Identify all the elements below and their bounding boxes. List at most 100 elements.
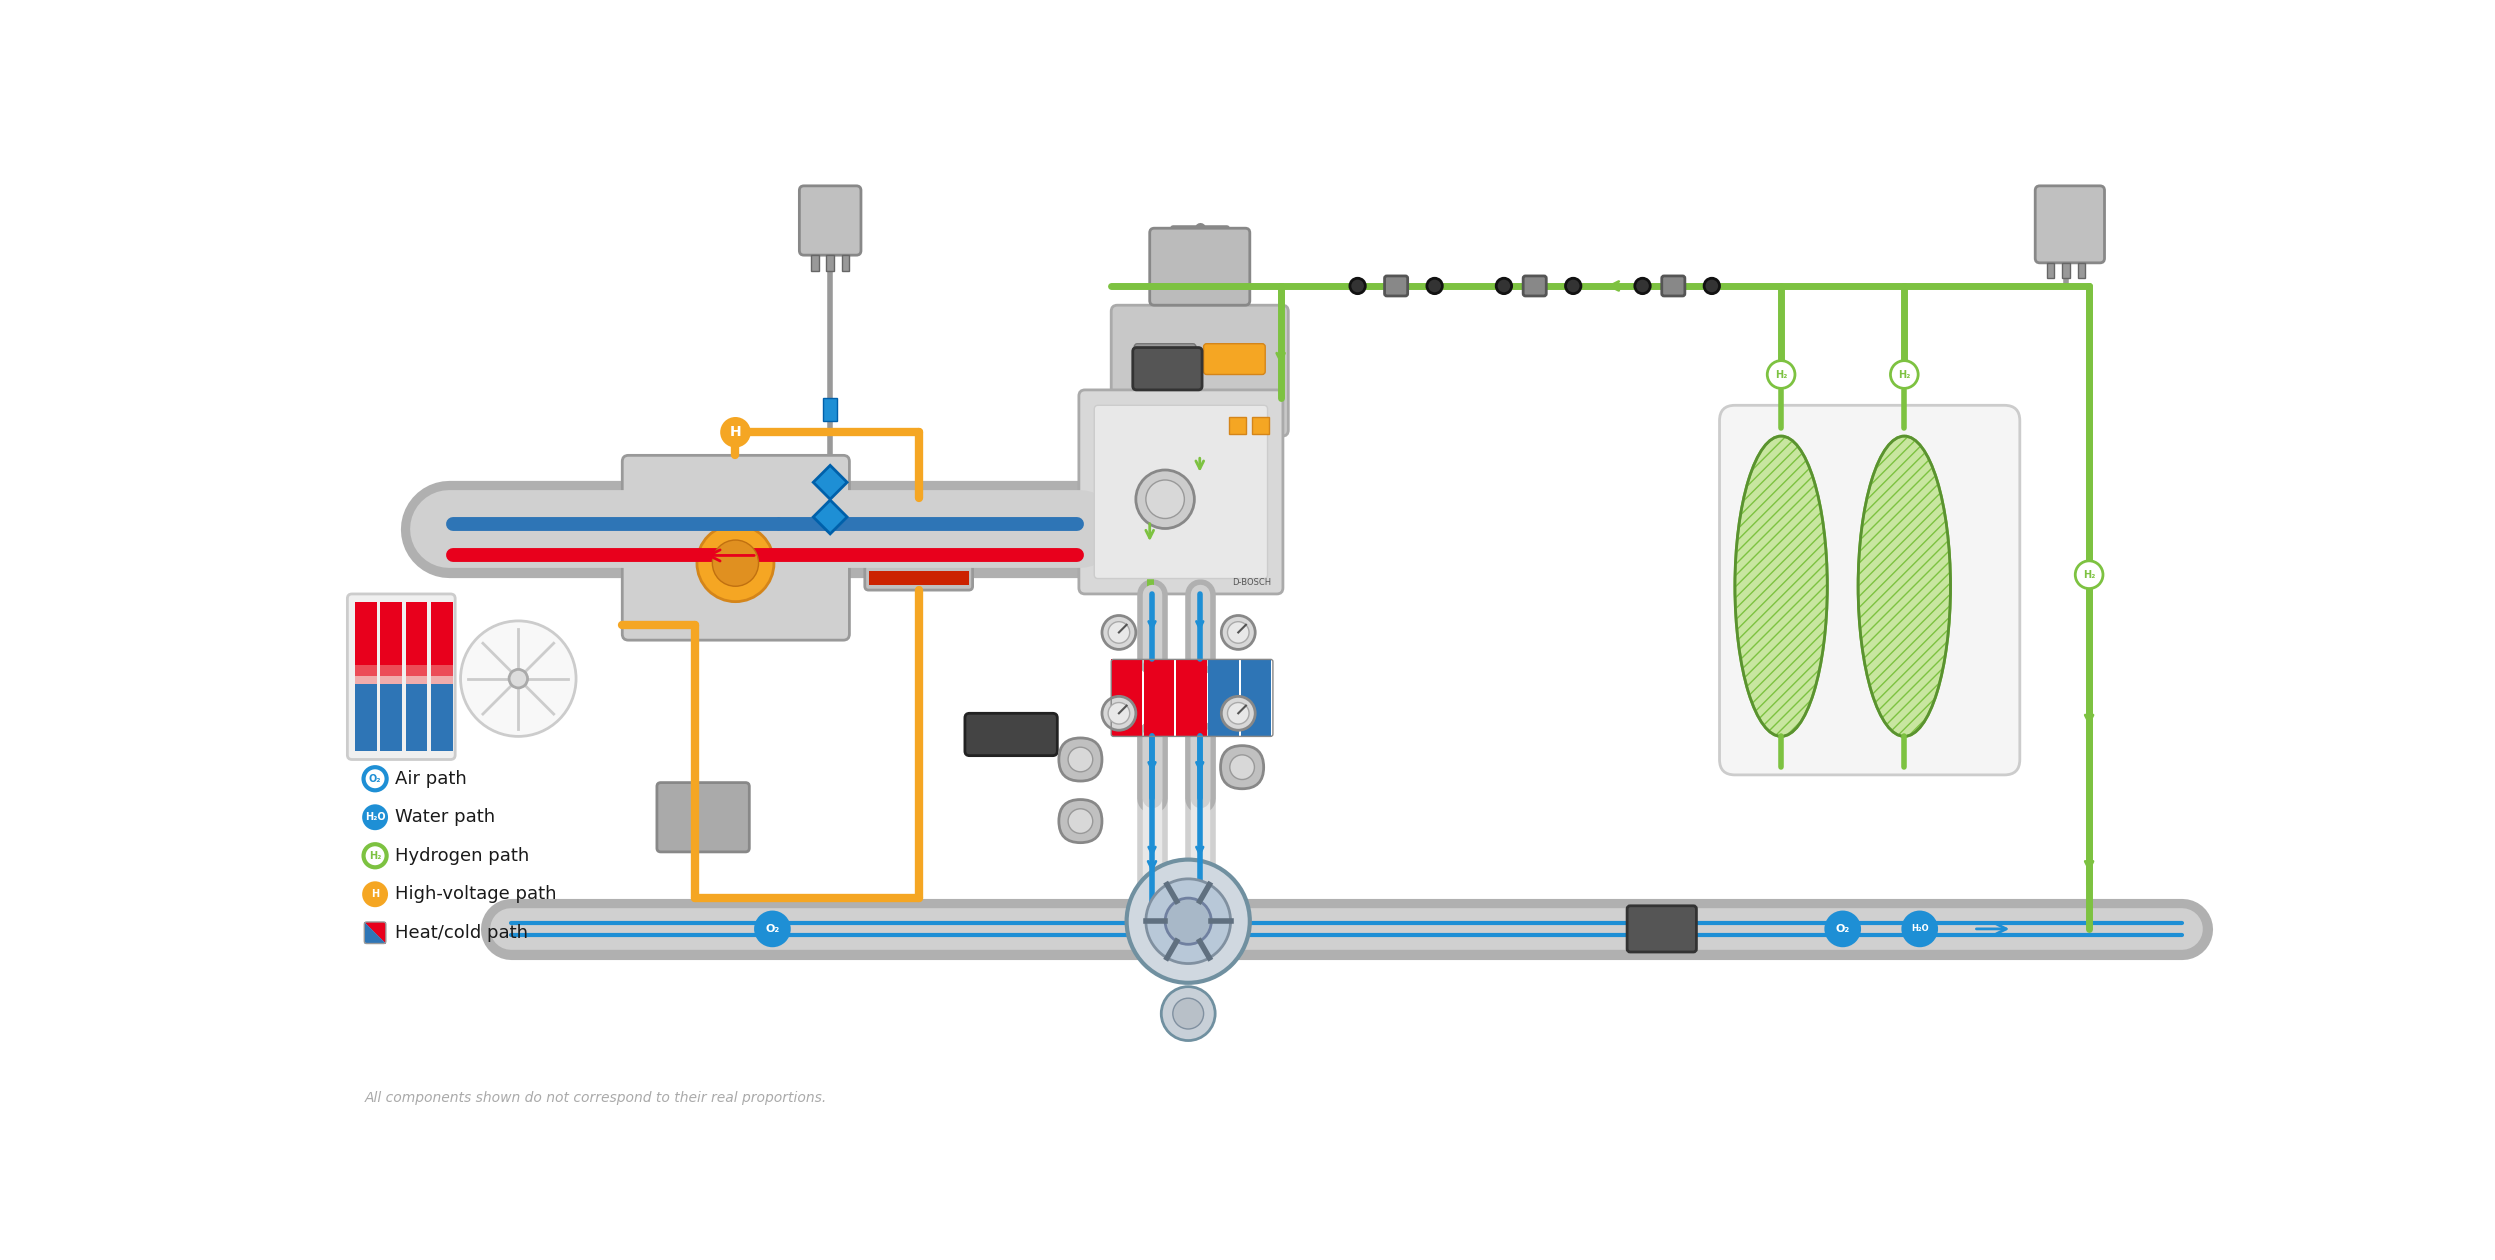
Circle shape <box>1223 697 1255 731</box>
FancyBboxPatch shape <box>1095 406 1267 578</box>
Circle shape <box>1145 879 1230 964</box>
FancyBboxPatch shape <box>1220 746 1262 789</box>
Circle shape <box>1891 360 1919 388</box>
Text: H₂O: H₂O <box>364 813 384 823</box>
Circle shape <box>1160 987 1215 1041</box>
Bar <box>354 665 377 684</box>
Text: Air path: Air path <box>394 770 467 788</box>
FancyBboxPatch shape <box>1058 800 1103 843</box>
Polygon shape <box>364 922 387 944</box>
Bar <box>407 665 427 684</box>
Circle shape <box>1108 621 1130 643</box>
FancyBboxPatch shape <box>966 713 1058 756</box>
FancyBboxPatch shape <box>656 782 748 852</box>
Circle shape <box>1704 278 1719 294</box>
Bar <box>841 256 848 271</box>
Bar <box>1110 659 1143 736</box>
Bar <box>1143 659 1175 736</box>
Bar <box>823 398 838 421</box>
FancyBboxPatch shape <box>1110 305 1287 436</box>
Polygon shape <box>364 922 387 944</box>
Bar <box>432 602 454 677</box>
Text: H₂O: H₂O <box>1911 925 1929 934</box>
Text: All components shown do not correspond to their real proportions.: All components shown do not correspond t… <box>364 1091 826 1105</box>
Circle shape <box>1128 859 1250 983</box>
Text: Water path: Water path <box>394 808 494 827</box>
Circle shape <box>1350 278 1365 294</box>
Circle shape <box>2076 561 2103 588</box>
FancyBboxPatch shape <box>2036 186 2103 263</box>
Text: O₂: O₂ <box>1836 924 1849 934</box>
Text: H₂: H₂ <box>369 850 382 861</box>
Text: H₂: H₂ <box>1774 369 1786 379</box>
Bar <box>2063 263 2071 278</box>
Circle shape <box>1228 621 1250 643</box>
Bar <box>868 571 968 585</box>
Polygon shape <box>813 465 848 499</box>
Bar <box>379 602 402 677</box>
Ellipse shape <box>1859 436 1951 736</box>
Circle shape <box>1223 616 1255 649</box>
Ellipse shape <box>1734 436 1826 736</box>
Bar <box>354 602 377 677</box>
Circle shape <box>1165 898 1210 944</box>
Text: O₂: O₂ <box>369 774 382 784</box>
Bar <box>407 602 427 677</box>
Text: ←: ← <box>681 547 694 564</box>
Circle shape <box>364 805 387 829</box>
Bar <box>826 256 833 271</box>
FancyBboxPatch shape <box>1150 228 1250 305</box>
Circle shape <box>1634 278 1649 294</box>
Circle shape <box>1564 278 1582 294</box>
Bar <box>1230 417 1245 433</box>
FancyBboxPatch shape <box>1662 276 1684 296</box>
FancyBboxPatch shape <box>866 498 973 590</box>
Circle shape <box>1230 755 1255 780</box>
Circle shape <box>364 844 387 867</box>
Bar <box>354 684 377 751</box>
Bar <box>1175 659 1208 736</box>
Circle shape <box>714 541 758 586</box>
Circle shape <box>696 524 773 602</box>
FancyBboxPatch shape <box>1133 348 1203 389</box>
Bar <box>2046 263 2053 278</box>
Circle shape <box>1108 703 1130 724</box>
Bar <box>811 256 818 271</box>
FancyBboxPatch shape <box>1203 344 1265 374</box>
Circle shape <box>364 767 387 790</box>
Circle shape <box>1497 278 1512 294</box>
Text: High-voltage path: High-voltage path <box>394 886 556 903</box>
FancyBboxPatch shape <box>1522 276 1547 296</box>
Circle shape <box>721 418 748 446</box>
Bar <box>379 684 402 751</box>
Circle shape <box>1904 912 1936 946</box>
FancyBboxPatch shape <box>1719 406 2021 775</box>
Text: H₂: H₂ <box>2083 570 2096 580</box>
Circle shape <box>1427 278 1442 294</box>
Bar <box>379 665 402 684</box>
Text: H: H <box>729 426 741 440</box>
FancyBboxPatch shape <box>798 186 861 256</box>
Circle shape <box>1135 470 1195 528</box>
Text: Hydrogen path: Hydrogen path <box>394 847 529 864</box>
Bar <box>2078 263 2086 278</box>
Circle shape <box>1103 697 1135 731</box>
Circle shape <box>1103 616 1135 649</box>
Circle shape <box>462 621 576 736</box>
Circle shape <box>1766 360 1794 388</box>
FancyBboxPatch shape <box>1627 906 1697 953</box>
Text: Heat/cold path: Heat/cold path <box>394 924 529 941</box>
Circle shape <box>1173 998 1203 1029</box>
Circle shape <box>756 912 788 946</box>
FancyBboxPatch shape <box>1385 276 1407 296</box>
Bar <box>1252 417 1270 433</box>
FancyBboxPatch shape <box>621 455 848 640</box>
FancyBboxPatch shape <box>347 593 454 760</box>
Circle shape <box>1145 480 1185 519</box>
Bar <box>1240 659 1272 736</box>
Circle shape <box>1826 912 1859 946</box>
Circle shape <box>364 883 387 906</box>
Circle shape <box>1068 747 1093 772</box>
Text: H₂: H₂ <box>1899 369 1911 379</box>
Bar <box>407 684 427 751</box>
